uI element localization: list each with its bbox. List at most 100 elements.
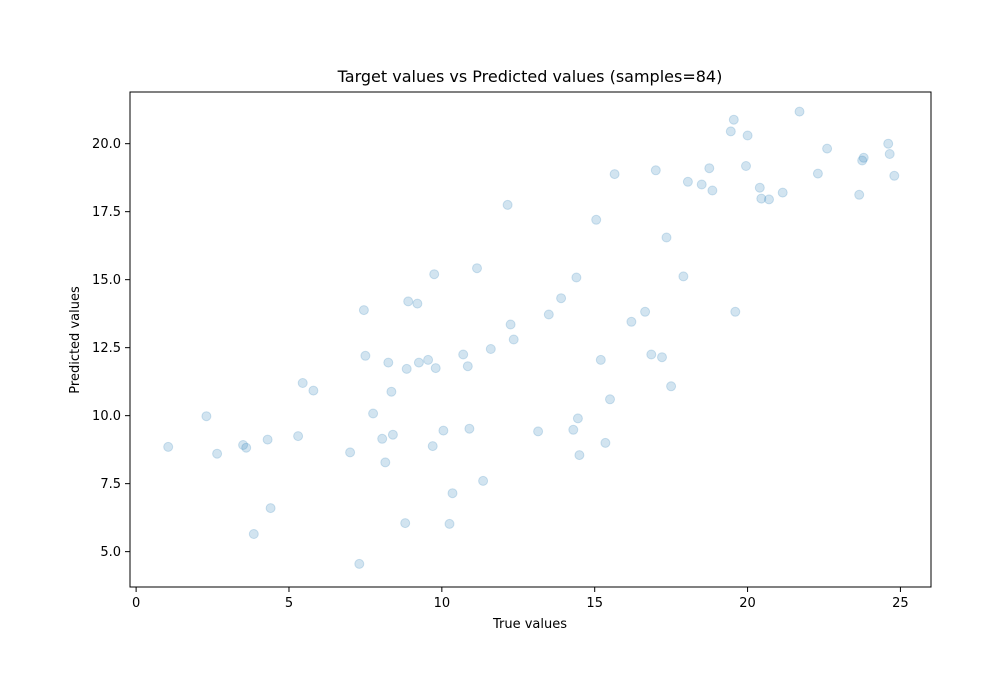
x-tick-label: 20 [739, 596, 756, 611]
data-point [458, 349, 469, 360]
data-point [505, 319, 516, 330]
data-point [650, 165, 661, 176]
data-point [478, 475, 489, 486]
data-point [533, 426, 544, 437]
data-points [163, 106, 900, 569]
data-point [600, 437, 611, 448]
data-point [430, 363, 441, 374]
data-point [822, 143, 833, 154]
data-point [568, 424, 579, 435]
data-point [400, 518, 411, 529]
data-point [595, 354, 606, 365]
data-point [241, 442, 252, 453]
data-point [591, 214, 602, 225]
data-point [248, 529, 259, 539]
y-axis-title: Predicted values [68, 286, 83, 394]
data-point [262, 434, 273, 445]
data-point [447, 488, 458, 499]
data-point [884, 149, 895, 159]
data-point [380, 457, 391, 468]
data-point [163, 441, 174, 452]
data-point [293, 431, 304, 442]
data-point [297, 378, 308, 388]
x-tick-label: 25 [892, 596, 909, 611]
x-axis-title: True values [492, 617, 567, 632]
data-point [401, 363, 412, 374]
y-tick-label: 17.5 [92, 205, 121, 220]
x-tick-label: 10 [434, 596, 451, 611]
data-point [354, 558, 365, 569]
data-point [403, 296, 414, 307]
data-point [377, 433, 388, 444]
y-tick-label: 12.5 [92, 341, 121, 356]
data-point [812, 168, 823, 179]
x-tick-label: 0 [132, 596, 140, 611]
y-axis-ticks: 5.0 7.5 10.0 12.5 15.0 17.5 20.0 [92, 137, 130, 560]
data-point [666, 381, 677, 392]
y-tick-label: 20.0 [92, 137, 121, 152]
data-point [725, 126, 736, 137]
y-tick-label: 10.0 [92, 409, 121, 424]
data-point [502, 199, 513, 210]
data-point [438, 425, 449, 436]
data-point [543, 309, 554, 320]
data-point [858, 152, 869, 163]
y-tick-label: 15.0 [92, 273, 121, 288]
data-point [265, 503, 276, 514]
chart-title: Target values vs Predicted values (sampl… [337, 67, 723, 86]
data-point [696, 179, 707, 190]
data-point [640, 306, 651, 317]
y-tick-label: 7.5 [100, 477, 121, 492]
data-point [794, 106, 805, 117]
x-tick-label: 5 [285, 596, 293, 611]
data-point [609, 169, 620, 180]
data-point [883, 138, 894, 149]
data-point [764, 194, 774, 205]
data-point [360, 350, 371, 361]
data-point [678, 271, 689, 282]
data-point [413, 357, 424, 368]
y-tick-label: 5.0 [100, 545, 121, 560]
data-point [741, 161, 751, 171]
data-point [485, 344, 496, 354]
data-point [556, 293, 567, 304]
data-point [508, 334, 519, 345]
data-point [212, 448, 223, 459]
data-point [626, 316, 637, 327]
data-point [754, 182, 765, 193]
data-point [238, 440, 249, 450]
data-point [756, 193, 767, 204]
plot-area-frame [129, 91, 932, 588]
data-point [383, 357, 394, 368]
x-axis-ticks: 0 5 10 15 20 25 [132, 587, 909, 611]
data-point [571, 272, 582, 283]
data-point [427, 441, 438, 452]
data-point [423, 354, 434, 365]
data-point [386, 386, 397, 397]
data-point [661, 232, 672, 243]
data-point [682, 176, 693, 187]
data-point [472, 263, 482, 274]
data-point [707, 185, 718, 196]
data-point [345, 447, 356, 458]
data-point [444, 518, 455, 529]
x-tick-label: 15 [586, 596, 603, 611]
data-point [429, 269, 440, 280]
data-point [730, 306, 741, 317]
data-point [368, 408, 379, 419]
data-point [574, 450, 585, 461]
data-point [358, 305, 369, 316]
data-point [854, 189, 865, 200]
data-point [605, 394, 615, 405]
data-point [728, 114, 739, 125]
data-point [742, 130, 753, 141]
data-point [704, 163, 715, 174]
data-point [657, 352, 667, 363]
data-point [464, 423, 475, 434]
data-point [412, 298, 423, 309]
data-point [777, 187, 788, 198]
data-point [387, 429, 398, 440]
data-point [857, 155, 868, 166]
data-point [889, 170, 900, 181]
